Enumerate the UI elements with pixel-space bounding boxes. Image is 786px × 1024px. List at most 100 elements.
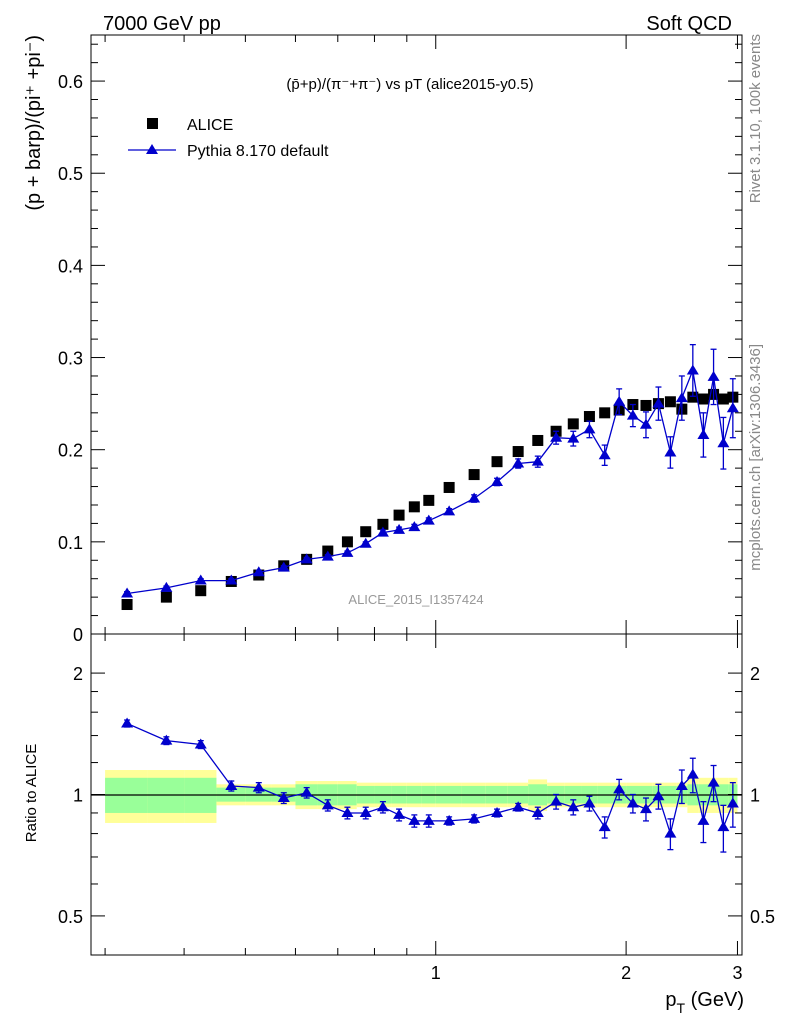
ratio-y-tick-label-right: 1 bbox=[750, 786, 760, 806]
alice-data-point bbox=[195, 585, 207, 597]
pythia-data-point bbox=[225, 574, 238, 585]
pythia-data-point bbox=[686, 364, 699, 375]
alice-data-point bbox=[567, 418, 579, 430]
alice-data-point bbox=[599, 407, 611, 419]
alice-data-point bbox=[583, 411, 595, 423]
pythia-data-point bbox=[639, 418, 652, 429]
main-plot-axes: 0 0.1 0.2 0.3 0.4 0.5 0.6 bbox=[58, 35, 742, 645]
ratio-plot-panel: 1 2 3 0.5 0.5 1 1 2 2 Ratio to ALICE pT (GeV) bbox=[23, 633, 775, 1016]
pythia-data-point bbox=[567, 432, 580, 443]
y-tick-label: 0.3 bbox=[58, 349, 83, 369]
ratio-data-point bbox=[121, 717, 134, 728]
pythia-data-point bbox=[252, 566, 265, 577]
ratio-data-point bbox=[626, 797, 639, 808]
ratio-y-tick-label: 2 bbox=[73, 664, 83, 684]
y-tick-label: 0.4 bbox=[58, 256, 83, 276]
ratio-y-tick-label: 1 bbox=[73, 786, 83, 806]
ratio-plot-marks bbox=[121, 717, 739, 853]
alice-data-point bbox=[160, 591, 172, 603]
alice-data-point bbox=[468, 469, 480, 481]
main-plot-marks bbox=[121, 343, 739, 611]
pythia-data-point bbox=[468, 492, 481, 503]
alice-data-point bbox=[491, 456, 503, 468]
plot-title: (p̄+p)/(π⁻+π⁻) vs pT (alice2015-y0.5) bbox=[286, 76, 533, 93]
y-tick-label: 0 bbox=[73, 625, 83, 645]
ratio-data-point bbox=[468, 812, 481, 823]
legend-pythia-label: Pythia 8.170 default bbox=[187, 143, 329, 160]
pythia-data-point bbox=[652, 397, 665, 408]
ratio-data-point bbox=[359, 806, 372, 817]
pythia-line bbox=[127, 367, 734, 595]
x-tick-label: 2 bbox=[621, 963, 631, 983]
ratio-data-point bbox=[512, 801, 525, 812]
x-axis-label-unit: (GeV) bbox=[685, 989, 744, 1011]
y-tick-label: 0.6 bbox=[58, 72, 83, 92]
ratio-data-point bbox=[225, 779, 238, 790]
pythia-data-point bbox=[277, 561, 290, 572]
pythia-data-point bbox=[512, 457, 525, 468]
y-tick-label: 0.1 bbox=[58, 533, 83, 553]
pythia-data-point bbox=[598, 449, 611, 460]
header-left: 7000 GeV pp bbox=[103, 13, 221, 35]
header-right: Soft QCD bbox=[646, 13, 732, 35]
alice-data-point bbox=[360, 526, 372, 538]
ratio-data-point bbox=[726, 797, 739, 808]
alice-data-point bbox=[717, 393, 729, 405]
ratio-pythia-line bbox=[126, 722, 734, 837]
ratio-data-point bbox=[408, 814, 421, 825]
alice-data-point bbox=[393, 509, 405, 521]
legend-alice-marker bbox=[147, 118, 158, 129]
pythia-data-point bbox=[697, 428, 710, 439]
alice-data-point bbox=[341, 536, 353, 548]
alice-data-point bbox=[121, 599, 133, 611]
pythia-data-point bbox=[664, 446, 677, 457]
ratio-data-point bbox=[194, 738, 207, 749]
ratio-data-point bbox=[277, 792, 290, 803]
alice-data-point bbox=[697, 393, 709, 405]
pythia-data-point bbox=[408, 521, 421, 532]
pythia-data-point bbox=[531, 455, 544, 466]
ratio-ylabel: Ratio to ALICE bbox=[23, 744, 40, 842]
ratio-data-point bbox=[717, 821, 730, 832]
alice-data-point bbox=[532, 434, 544, 446]
ratio-data-point bbox=[707, 776, 720, 787]
ratio-data-point bbox=[639, 803, 652, 814]
ratio-data-point bbox=[252, 781, 265, 792]
pythia-data-point bbox=[359, 537, 372, 548]
pythia-data-point bbox=[675, 392, 688, 403]
rivet-label: Rivet 3.1.10, 100k events bbox=[747, 34, 764, 203]
mcplots-label: mcplots.cern.ch [arXiv:1306.3436] bbox=[747, 344, 764, 571]
ratio-data-point bbox=[686, 768, 699, 779]
pythia-data-point bbox=[550, 431, 563, 442]
ratio-data-point bbox=[531, 806, 544, 817]
pythia-data-point bbox=[707, 370, 720, 381]
ratio-plot-frame bbox=[90, 633, 743, 956]
pythia-data-point bbox=[583, 423, 596, 434]
ratio-data-point bbox=[321, 799, 334, 810]
ratio-plot-axes: 1 2 3 0.5 0.5 1 1 2 2 bbox=[58, 634, 775, 983]
ratio-data-point bbox=[598, 821, 611, 832]
alice-data-point bbox=[408, 501, 420, 513]
legend: ALICE Pythia 8.170 default bbox=[128, 117, 329, 160]
pythia-data-point bbox=[121, 587, 134, 598]
ratio-y-tick-label-right: 0.5 bbox=[750, 907, 775, 927]
ratio-data-point bbox=[491, 806, 504, 817]
ratio-y-tick-label: 0.5 bbox=[58, 907, 83, 927]
pythia-data-point bbox=[341, 546, 354, 557]
pythia-data-point bbox=[194, 574, 207, 585]
pythia-data-point bbox=[613, 395, 626, 406]
alice-data-point bbox=[377, 518, 389, 530]
ratio-data-point bbox=[550, 795, 563, 806]
x-axis-label-p: p bbox=[665, 989, 676, 1011]
x-tick-label: 3 bbox=[732, 963, 742, 983]
pythia-data-point bbox=[160, 581, 173, 592]
pythia-data-point bbox=[376, 526, 389, 537]
main-plot-panel: 0 0.1 0.2 0.3 0.4 0.5 0.6 (p̄+p)/(π⁻+π⁻) vs pT… bbox=[23, 34, 743, 645]
ratio-data-point bbox=[652, 790, 665, 801]
ratio-data-point bbox=[422, 814, 435, 825]
ratio-data-point bbox=[613, 783, 626, 794]
pythia-data-point bbox=[443, 505, 456, 516]
ratio-y-tick-label-right: 2 bbox=[750, 664, 760, 684]
y-tick-label: 0.5 bbox=[58, 164, 83, 184]
